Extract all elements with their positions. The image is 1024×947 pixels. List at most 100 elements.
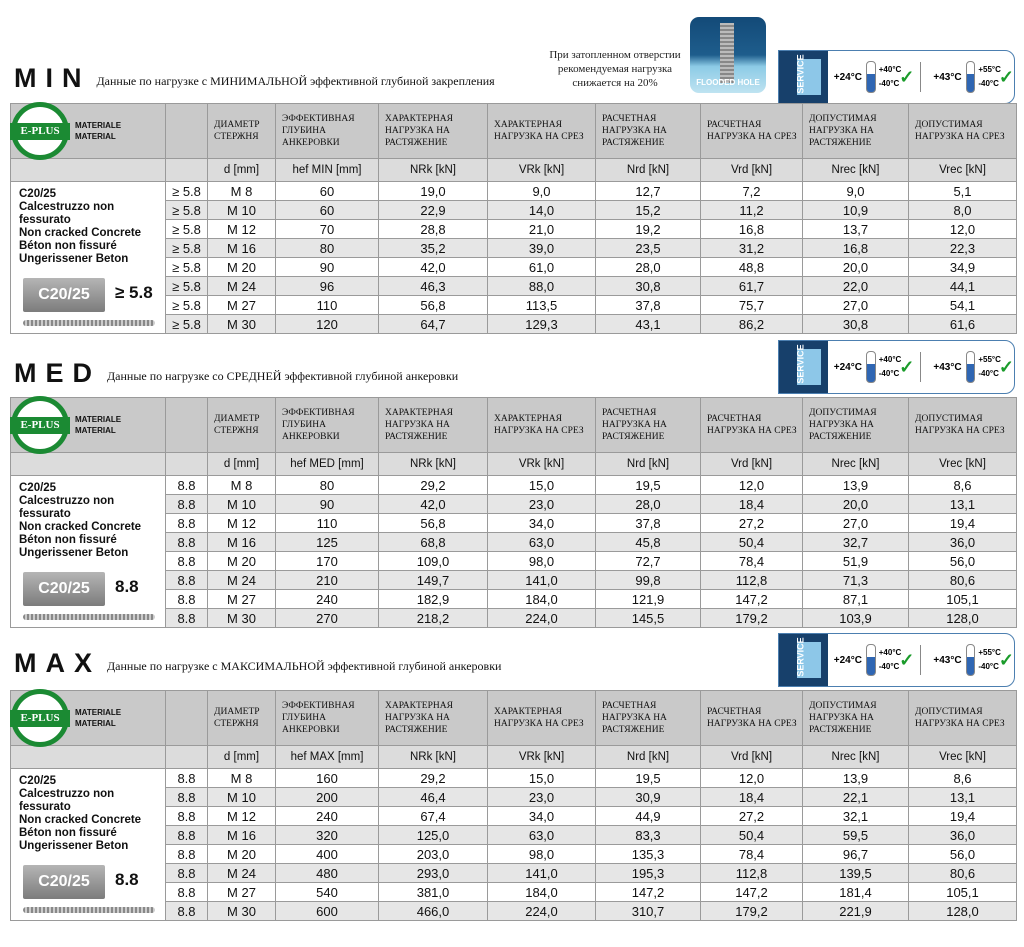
- divider: [920, 352, 922, 382]
- material-line: Calcestruzzo non fessurato: [19, 495, 115, 520]
- table-cell: 320: [275, 825, 379, 845]
- table-cell: 160: [275, 768, 379, 788]
- section-title: MIN Данные по нагрузке с МИНИМАЛЬНОЙ эффе…: [14, 63, 495, 94]
- table-cell: 22,1: [802, 787, 909, 807]
- table-row: ≥ 5.8 M 10 60 22,9 14,0 15,2 11,2 10,9 8,0: [11, 200, 1017, 220]
- table-cell: ≥ 5.8: [165, 257, 208, 277]
- table-cell: 59,5: [802, 825, 909, 845]
- table-cell: 78,4: [700, 844, 803, 864]
- table-cell: 54,1: [908, 295, 1017, 315]
- table-cell: 19,4: [908, 513, 1017, 533]
- table-cell: M 16: [207, 532, 276, 552]
- table-cell: 23,0: [487, 787, 596, 807]
- table-cell: 42,0: [378, 494, 488, 514]
- units-empty: [165, 158, 208, 182]
- unit-cell: Vrd [kN]: [700, 452, 803, 476]
- table-cell: M 20: [207, 551, 276, 571]
- table-cell: 63,0: [487, 532, 596, 552]
- table-cell: 56,0: [908, 844, 1017, 864]
- column-header: ХАРАКТЕРНАЯ НАГРУЗКА НА СРЕЗ: [487, 397, 596, 453]
- table-row: 8.8 M 20 170 109,0 98,0 72,7 78,4 51,9 56,0: [11, 551, 1017, 571]
- table-cell: 23,0: [487, 494, 596, 514]
- table-cell: 48,8: [700, 257, 803, 277]
- service-label: SERVICE: [795, 637, 806, 677]
- table-cell: 34,9: [908, 257, 1017, 277]
- table-cell: 32,7: [802, 532, 909, 552]
- table-row: 8.8 M 10 200 46,4 23,0 30,9 18,4 22,1 13,1: [11, 787, 1017, 807]
- table-row: ≥ 5.8 M 12 70 28,8 21,0 19,2 16,8 13,7 12,0: [11, 219, 1017, 239]
- grade-header-cell: [165, 397, 208, 453]
- table-cell: 61,6: [908, 314, 1017, 334]
- table-cell: M 10: [207, 787, 276, 807]
- table-cell: 78,4: [700, 551, 803, 571]
- units-row: d [mm] hef MAX [mm] NRk [kN] VRk [kN] Nrd [k…: [10, 745, 1017, 769]
- load-table: E-PLUS MATERIALE MATERIAL ДИАМЕТР СТЕРЖНЯ ЭФ…: [10, 102, 1017, 334]
- table-cell: 145,5: [595, 608, 701, 628]
- table-cell: 184,0: [487, 882, 596, 902]
- divider: [920, 645, 922, 675]
- units-empty: [165, 745, 208, 769]
- table-cell: 8.8: [165, 825, 208, 845]
- material-label-en: MATERIAL: [75, 132, 116, 141]
- table-cell: 8.8: [165, 475, 208, 495]
- service-label: SERVICE: [795, 344, 806, 384]
- table-cell: 12,7: [595, 181, 701, 201]
- logo-text: E-PLUS: [10, 417, 70, 434]
- table-cell: ≥ 5.8: [165, 314, 208, 334]
- table-cell: 16,8: [700, 219, 803, 239]
- temp-min: -40°C: [878, 369, 900, 378]
- check-icon: ✓: [998, 66, 1014, 87]
- table-cell: 30,9: [595, 787, 701, 807]
- table-cell: 61,0: [487, 257, 596, 277]
- check-icon: ✓: [899, 66, 915, 87]
- table-cell: 147,2: [595, 882, 701, 902]
- e-plus-logo: E-PLUS: [10, 396, 70, 454]
- unit-cell: Vrd [kN]: [700, 745, 803, 769]
- table-cell: 36,0: [908, 825, 1017, 845]
- material-header-cell: E-PLUS MATERIALE MATERIAL: [10, 689, 166, 747]
- section-subtitle: Данные по нагрузке со СРЕДНЕЙ эффективно…: [107, 369, 459, 383]
- table-cell: 15,0: [487, 768, 596, 788]
- column-header: ДИАМЕТР СТЕРЖНЯ: [207, 690, 276, 746]
- table-cell: 15,2: [595, 200, 701, 220]
- table-cell: M 8: [207, 181, 276, 201]
- table-cell: 75,7: [700, 295, 803, 315]
- table-cell: 22,3: [908, 238, 1017, 258]
- table-cell: 109,0: [378, 551, 488, 571]
- table-row: 8.8 M 30 270 218,2 224,0 145,5 179,2 103,9 128,0: [11, 608, 1017, 628]
- table-row: 8.8 M 30 600 466,0 224,0 310,7 179,2 221,9 128,0: [11, 901, 1017, 921]
- table-cell: ≥ 5.8: [165, 181, 208, 201]
- flooded-hole-icon: FLOODED HOLE: [690, 17, 766, 93]
- steel-grade: 8.8: [115, 870, 139, 889]
- table-cell: 13,1: [908, 787, 1017, 807]
- column-header: ДОПУСТИМАЯ НАГРУЗКА НА СРЕЗ: [908, 690, 1017, 746]
- material-line: Ungerissener Beton: [19, 840, 129, 852]
- table-cell: 34,0: [487, 513, 596, 533]
- table-cell: 50,4: [700, 825, 803, 845]
- section-level: MED: [14, 358, 101, 388]
- table-cell: M 10: [207, 494, 276, 514]
- table-cell: M 27: [207, 589, 276, 609]
- table-cell: 80,6: [908, 863, 1017, 883]
- column-header: ХАРАКТЕРНАЯ НАГРУЗКА НА СРЕЗ: [487, 690, 596, 746]
- column-header: РАСЧЕТНАЯ НАГРУЗКА НА РАСТЯЖЕНИЕ: [595, 690, 701, 746]
- column-header: ДОПУСТИМАЯ НАГРУЗКА НА СРЕЗ: [908, 397, 1017, 453]
- table-cell: 170: [275, 551, 379, 571]
- logo-text: E-PLUS: [10, 710, 70, 727]
- table-cell: 80: [275, 238, 379, 258]
- thermometer-icon: [965, 644, 976, 676]
- unit-cell: Vrd [kN]: [700, 158, 803, 182]
- table-cell: 200: [275, 787, 379, 807]
- table-cell: 8.8: [165, 551, 208, 571]
- material-line: Non cracked Concrete: [19, 521, 142, 533]
- column-header: ХАРАКТЕРНАЯ НАГРУЗКА НА РАСТЯЖЕНИЕ: [378, 103, 488, 159]
- table-cell: 270: [275, 608, 379, 628]
- column-header: ДОПУСТИМАЯ НАГРУЗКА НА РАСТЯЖЕНИЕ: [802, 690, 909, 746]
- table-cell: 12,0: [700, 475, 803, 495]
- table-cell: 8.8: [165, 901, 208, 921]
- material-header-cell: E-PLUS MATERIALE MATERIAL: [10, 396, 166, 454]
- table-cell: 20,0: [802, 494, 909, 514]
- temp-max: +55°C: [978, 355, 1001, 364]
- material-line: Ungerissener Beton: [19, 547, 129, 559]
- column-header: ЭФФЕКТИВНАЯ ГЛУБИНА АНКЕРОВКИ: [275, 690, 379, 746]
